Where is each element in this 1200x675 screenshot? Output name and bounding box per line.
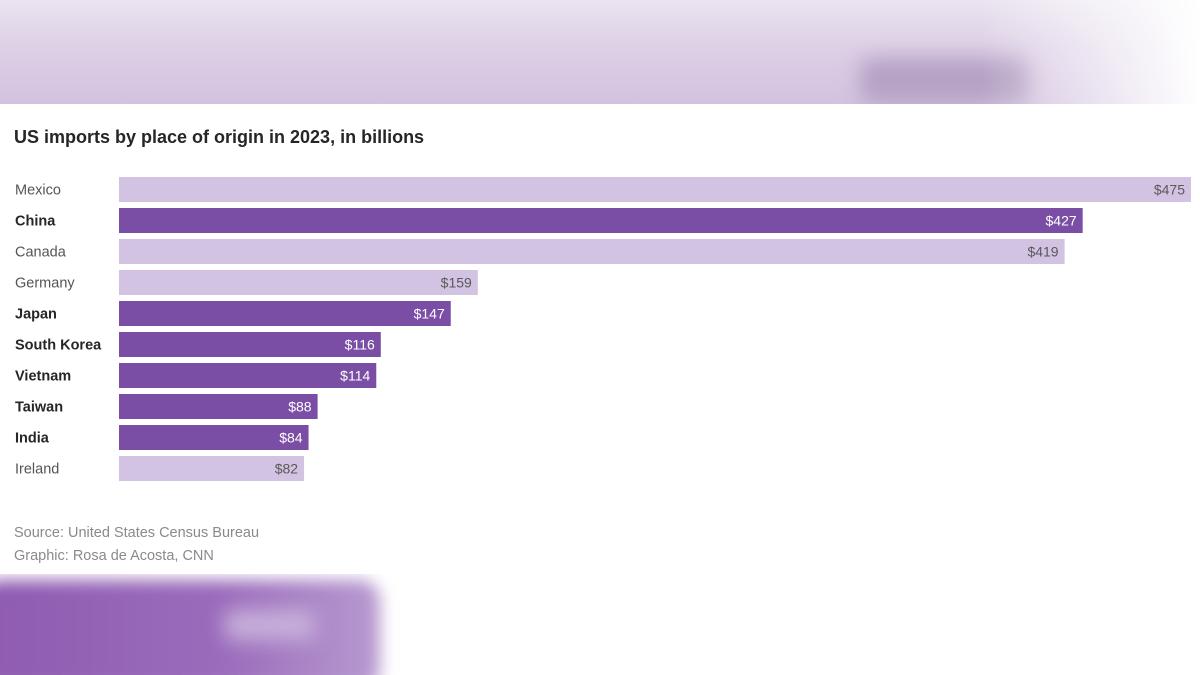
blurred-background-bottom	[0, 574, 1200, 675]
data-label: $88	[288, 399, 312, 415]
data-label: $475	[1154, 182, 1185, 198]
data-label: $159	[441, 275, 472, 291]
data-label: $84	[279, 430, 303, 446]
category-label: South Korea	[15, 338, 102, 354]
background-fade	[980, 0, 1200, 104]
category-label: Vietnam	[15, 369, 71, 385]
bar	[119, 239, 1065, 264]
chart-footer: Source: United States Census Bureau Grap…	[14, 522, 259, 568]
category-label: Taiwan	[15, 400, 63, 416]
category-label: Mexico	[15, 183, 61, 199]
bar	[119, 332, 381, 357]
bar	[119, 425, 309, 450]
bar	[119, 394, 318, 419]
data-label: $114	[340, 368, 370, 384]
graphic-credit: Graphic: Rosa de Acosta, CNN	[14, 548, 214, 564]
blurred-background-top	[0, 0, 1200, 104]
data-label: $82	[275, 461, 299, 477]
chart-card: US imports by place of origin in 2023, i…	[0, 104, 1200, 574]
category-label: Japan	[15, 307, 57, 323]
bar-chart: Mexico $475 China $427 Canada $419 Germany $159…	[15, 177, 1191, 481]
blurred-background-shape	[225, 610, 315, 640]
data-label: $427	[1046, 213, 1077, 229]
category-label: Germany	[15, 276, 75, 292]
bar	[119, 301, 451, 326]
source-note: Source: United States Census Bureau	[14, 525, 260, 541]
category-label: Canada	[15, 245, 67, 261]
category-label: India	[15, 431, 50, 447]
bar	[119, 208, 1083, 233]
category-label: Ireland	[15, 462, 59, 478]
bar	[119, 177, 1191, 202]
bar	[119, 270, 478, 295]
chart-title: US imports by place of origin in 2023, i…	[14, 127, 425, 147]
bar	[119, 363, 377, 388]
bar	[119, 456, 305, 481]
data-label: $419	[1027, 244, 1058, 260]
blurred-background-shape	[0, 580, 380, 675]
category-label: China	[15, 214, 56, 230]
data-label: $116	[345, 337, 375, 353]
data-label: $147	[414, 306, 445, 322]
